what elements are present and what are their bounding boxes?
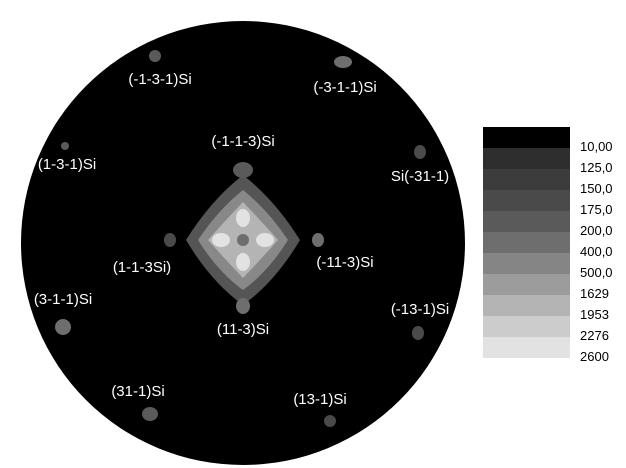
spot — [61, 142, 69, 150]
spot — [233, 162, 253, 178]
pole-label: (-13-1)Si — [391, 301, 449, 318]
intensity-spots — [55, 50, 426, 427]
scale-band — [483, 190, 570, 211]
spot — [412, 326, 424, 340]
pole-label: (1-3-1)Si — [38, 156, 96, 173]
scale-band — [483, 316, 570, 337]
pole-label: (1-1-3Si) — [113, 259, 171, 276]
scale-legend: 10,00 125,0 150,0 175,0 200,0 400,0 500,0 1629 1… — [483, 127, 613, 364]
scale-label: 125,0 — [580, 160, 613, 175]
spot — [55, 319, 71, 335]
scale-label: 175,0 — [580, 202, 613, 217]
pole-label: Si(-31-1) — [391, 168, 449, 185]
scale-label: 2276 — [580, 328, 609, 343]
pole-labels: (-1-3-1)Si (-3-1-1)Si (-1-1-3)Si (1-3-1)Si S… — [34, 71, 449, 408]
pole-label: (13-1)Si — [293, 391, 346, 408]
scale-band — [483, 232, 570, 253]
pole-label: (-1-3-1)Si — [128, 71, 191, 88]
scale-band — [483, 211, 570, 232]
central-lobe — [256, 233, 274, 247]
spot — [236, 298, 250, 314]
spot — [312, 233, 324, 247]
scale-band — [483, 127, 570, 148]
spot — [414, 145, 426, 159]
spot — [164, 233, 176, 247]
scale-label: 400,0 — [580, 244, 613, 259]
scale-band — [483, 148, 570, 169]
scale-band — [483, 253, 570, 274]
central-lobe — [212, 233, 230, 247]
pole-label: (3-1-1)Si — [34, 291, 92, 308]
central-core — [237, 234, 249, 246]
spot — [334, 56, 352, 68]
scale-label: 2600 — [580, 349, 609, 364]
scale-label: 150,0 — [580, 181, 613, 196]
central-lobe — [236, 209, 250, 227]
scale-label: 200,0 — [580, 223, 613, 238]
pole-label: (31-1)Si — [111, 383, 164, 400]
spot — [142, 407, 158, 421]
scale-band — [483, 295, 570, 316]
scale-label: 1629 — [580, 286, 609, 301]
pole-label: (-3-1-1)Si — [313, 79, 376, 96]
pole-label: (11-3)Si — [217, 321, 269, 338]
spot — [324, 415, 336, 427]
scale-band — [483, 169, 570, 190]
scale-label: 500,0 — [580, 265, 613, 280]
scale-band — [483, 337, 570, 358]
pole-label: (-11-3)Si — [316, 254, 373, 271]
scale-band — [483, 274, 570, 295]
pole-label: (-1-1-3)Si — [211, 133, 274, 150]
spot — [149, 50, 161, 62]
scale-label: 10,00 — [580, 139, 613, 154]
scale-label: 1953 — [580, 307, 609, 322]
central-lobe — [236, 253, 250, 271]
